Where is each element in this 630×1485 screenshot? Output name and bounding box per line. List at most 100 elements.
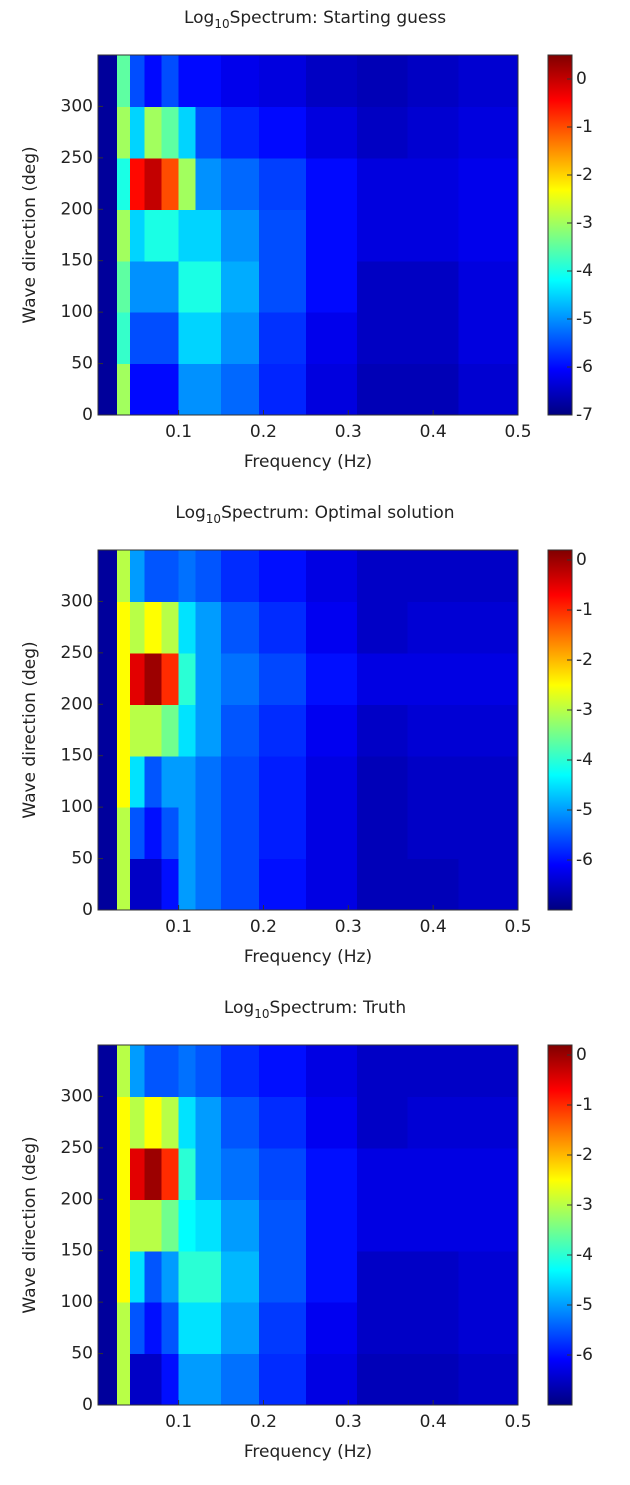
heat-cell	[161, 1147, 180, 1200]
heat-cell	[117, 755, 131, 808]
heat-cell	[458, 157, 519, 210]
heat-cell	[356, 1353, 409, 1406]
heat-cell	[144, 1250, 163, 1303]
title-subscript: 10	[206, 512, 221, 526]
heat-cell	[129, 807, 146, 860]
heat-cell	[144, 601, 163, 654]
x-tick-label: 0.2	[250, 917, 277, 937]
plot-frame	[97, 54, 519, 416]
heat-cell	[161, 1353, 180, 1406]
colorbar-tick-label: 0	[576, 550, 587, 570]
colorbar-tick-label: -3	[576, 700, 593, 720]
x-tick-label: 0.5	[504, 917, 531, 937]
heat-cell	[195, 1302, 222, 1355]
heat-cell	[144, 550, 163, 603]
heat-cell	[356, 807, 409, 860]
colorbar-tick-label: -2	[576, 165, 593, 185]
heat-cell	[305, 601, 358, 654]
y-tick-label: 100	[61, 1292, 93, 1312]
heat-cell	[117, 1147, 131, 1200]
heat-cell	[458, 1302, 519, 1355]
colorbar-tick-label: -5	[576, 309, 593, 329]
title-main: Spectrum: Starting guess	[230, 8, 447, 28]
x-tick-label: 0.4	[420, 1412, 447, 1432]
x-tick-label: 0.5	[504, 1412, 531, 1432]
title-subscript: 10	[214, 17, 229, 31]
heat-cell	[356, 312, 409, 365]
x-tick-label: 0.1	[165, 1412, 192, 1432]
heat-cell	[161, 260, 180, 313]
heat-cell	[305, 209, 358, 262]
heat-cell	[356, 858, 409, 911]
heat-cell	[221, 260, 260, 313]
y-tick-label: 100	[61, 797, 93, 817]
heat-cell	[144, 1353, 163, 1406]
heat-cell	[259, 209, 307, 262]
colorbar-tick-label: -1	[576, 1095, 593, 1115]
heat-cell	[98, 652, 118, 705]
heat-cell	[98, 550, 118, 603]
heat-cell	[161, 55, 180, 108]
x-axis-label: Frequency (Hz)	[244, 452, 372, 472]
x-tick-label: 0.1	[165, 422, 192, 442]
heat-cell	[144, 755, 163, 808]
heat-cell	[129, 550, 146, 603]
heat-cell	[117, 1250, 131, 1303]
heat-cell	[117, 807, 131, 860]
heat-cell	[144, 1199, 163, 1252]
heat-cell	[407, 755, 460, 808]
heat-cell	[221, 704, 260, 757]
heat-cell	[178, 1147, 197, 1200]
heat-cell	[458, 704, 519, 757]
heat-cell	[458, 1096, 519, 1149]
heat-cell	[178, 704, 197, 757]
heat-cell	[195, 209, 222, 262]
x-axis-label: Frequency (Hz)	[244, 947, 372, 967]
heat-cell	[98, 312, 118, 365]
heat-cell	[195, 601, 222, 654]
heat-cell	[221, 1199, 260, 1252]
heat-cell	[221, 363, 260, 416]
heat-cell	[98, 1302, 118, 1355]
x-tick-label: 0.3	[335, 1412, 362, 1432]
heat-cell	[178, 312, 197, 365]
heat-cell	[144, 1147, 163, 1200]
heat-cell	[129, 704, 146, 757]
heat-cell	[117, 704, 131, 757]
y-tick-label: 200	[61, 694, 93, 714]
y-tick-label: 250	[61, 643, 93, 663]
y-tick-label: 0	[82, 900, 93, 920]
heat-cell	[221, 1045, 260, 1098]
heat-cell	[178, 209, 197, 262]
heat-cell	[129, 858, 146, 911]
y-tick-label: 300	[61, 1086, 93, 1106]
heat-cell	[195, 106, 222, 159]
heat-cell	[305, 755, 358, 808]
y-axis-label: Wave direction (deg)	[20, 641, 40, 818]
y-tick-label: 300	[61, 591, 93, 611]
heat-cell	[305, 807, 358, 860]
x-tick-label: 0.2	[250, 422, 277, 442]
heat-cell	[178, 106, 197, 159]
title-prefix: Log	[184, 8, 214, 28]
heat-cell	[117, 157, 131, 210]
title-prefix: Log	[224, 998, 254, 1018]
heat-cell	[129, 1353, 146, 1406]
heat-cell	[129, 1199, 146, 1252]
heat-cell	[178, 858, 197, 911]
chart-title: Log10Spectrum: Truth	[224, 998, 406, 1021]
heat-cell	[161, 652, 180, 705]
title-main: Spectrum: Truth	[270, 998, 407, 1018]
heat-cell	[195, 1096, 222, 1149]
heat-cell	[161, 106, 180, 159]
colorbar-tick-label: -7	[576, 405, 593, 425]
heat-cell	[407, 55, 460, 108]
heat-cell	[98, 858, 118, 911]
colorbar-tick-label: -6	[576, 357, 593, 377]
heat-cell	[144, 858, 163, 911]
heat-cell	[98, 1250, 118, 1303]
heat-cell	[117, 1353, 131, 1406]
heat-cell	[98, 157, 118, 210]
heat-cell	[195, 157, 222, 210]
heat-cell	[356, 1302, 409, 1355]
